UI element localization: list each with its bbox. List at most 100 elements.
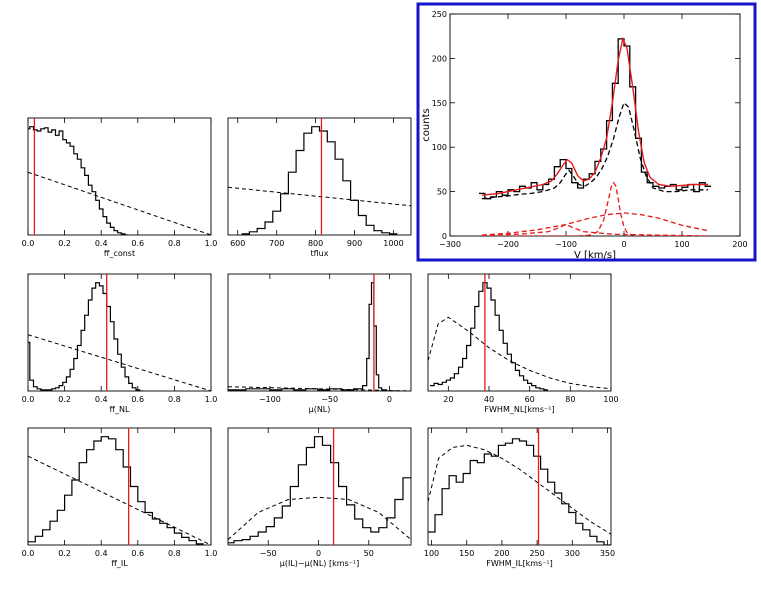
prior-dashed-line <box>28 171 211 235</box>
axes-frame <box>427 427 612 546</box>
posterior-histogram <box>28 436 204 545</box>
x-tick-label: 20 <box>443 395 453 404</box>
axes-frame <box>427 273 612 392</box>
panel-1: 600 700 800 900 1000 tflux <box>227 117 412 258</box>
prior-dashed-line <box>228 496 411 540</box>
x-tick-label: 0.0 <box>22 239 35 248</box>
highlight-frame <box>416 2 757 262</box>
axes-frame <box>227 117 412 236</box>
panel-7: 100 150 200 250 300 350 FWHM_IL[kms⁻¹] <box>424 427 615 568</box>
x-tick-label: 0.6 <box>131 549 144 558</box>
series-intermediate-component <box>481 212 709 236</box>
series-broad-component <box>481 101 709 200</box>
x-tick-label: 1.0 <box>205 549 218 558</box>
x-axis-label: FWHM_NL[kms⁻¹] <box>484 405 554 414</box>
posterior-histogram <box>28 126 129 235</box>
x-axis-label: μ(IL)−μ(NL) [kms⁻¹] <box>280 559 359 568</box>
plot-area <box>28 274 211 391</box>
x-tick-label: 0.6 <box>131 239 144 248</box>
x-axis-label: tflux <box>311 249 329 258</box>
prior-dashed-line <box>428 444 611 535</box>
x-tick-label: 0 <box>387 395 392 404</box>
x-tick-label: 0.8 <box>168 395 181 404</box>
x-tick-label: −50 <box>260 549 277 558</box>
plot-area <box>228 118 411 235</box>
plot-area <box>28 428 211 545</box>
x-tick-label: 150 <box>459 549 474 558</box>
posterior-histogram <box>228 282 396 391</box>
series-narrow-component <box>481 181 709 236</box>
x-tick-label: 100 <box>603 395 618 404</box>
series-fit <box>481 36 709 196</box>
x-axis-label: V [km/s] <box>574 250 616 261</box>
posterior-histogram <box>228 436 411 544</box>
x-tick-label: 300 <box>565 549 580 558</box>
x-tick-label: 0.4 <box>95 239 108 248</box>
plot-area <box>28 118 211 235</box>
prior-dashed-line <box>228 386 411 391</box>
prior-dashed-line <box>28 455 211 545</box>
x-tick-label: 0.2 <box>58 239 71 248</box>
x-tick-label: 700 <box>269 239 284 248</box>
x-tick-label: 0 <box>621 240 626 249</box>
panel-6: −50 0 50 μ(IL)−μ(NL) [kms⁻¹] <box>227 427 412 568</box>
x-tick-label: 0.0 <box>22 549 35 558</box>
axes-frame <box>27 273 212 392</box>
x-axis-label: ff_const <box>104 249 135 258</box>
y-tick-label: 100 <box>432 143 447 152</box>
x-tick-label: 60 <box>525 395 535 404</box>
y-tick-label: 250 <box>432 10 447 19</box>
plot-area <box>479 36 711 236</box>
x-tick-label: −200 <box>497 240 519 249</box>
axes-frame <box>27 427 212 546</box>
x-axis-label: FWHM_IL[kms⁻¹] <box>486 559 553 568</box>
series-weak-component <box>481 223 709 236</box>
x-axis-label: μ(NL) <box>309 405 331 414</box>
series-data <box>479 38 711 200</box>
y-tick-label: 0 <box>442 232 447 241</box>
x-tick-label: −100 <box>259 395 281 404</box>
x-tick-label: 1000 <box>383 239 403 248</box>
x-tick-label: 1.0 <box>205 239 218 248</box>
plot-area <box>228 428 411 545</box>
prior-dashed-line <box>428 316 611 390</box>
x-axis-label: ff_IL <box>111 559 128 568</box>
axes-frame <box>227 427 412 546</box>
plot-area <box>428 428 611 545</box>
x-tick-label: 200 <box>494 549 509 558</box>
x-tick-label: 0.2 <box>58 395 71 404</box>
axes-frame <box>449 13 741 237</box>
x-tick-label: 600 <box>230 239 245 248</box>
y-tick-label: 50 <box>437 188 447 197</box>
x-tick-label: 800 <box>308 239 323 248</box>
x-tick-label: 0 <box>316 549 321 558</box>
y-tick-label: 150 <box>432 99 447 108</box>
x-tick-label: 200 <box>732 240 747 249</box>
x-tick-label: 50 <box>364 549 374 558</box>
x-tick-label: 1.0 <box>205 395 218 404</box>
y-axis-label: counts <box>421 108 432 141</box>
x-tick-label: 40 <box>484 395 494 404</box>
x-tick-label: 350 <box>600 549 615 558</box>
panel-0: 0.0 0.2 0.4 0.6 0.8 1.0 ff_const <box>22 117 218 258</box>
posterior-histogram <box>241 126 398 235</box>
prior-dashed-line <box>28 334 211 391</box>
panel-2: 0.0 0.2 0.4 0.6 0.8 1.0 ff_NL <box>22 273 218 414</box>
axes-frame <box>227 273 412 392</box>
x-tick-label: 100 <box>424 549 439 558</box>
x-tick-label: 900 <box>347 239 362 248</box>
y-tick-label: 200 <box>432 54 447 63</box>
plot-area <box>228 274 411 391</box>
x-axis-label: ff_NL <box>110 405 130 414</box>
x-tick-label: 100 <box>674 240 689 249</box>
panel-4: 20 40 60 80 100 FWHM_NL[kms⁻¹] <box>427 273 619 414</box>
x-tick-label: −300 <box>439 240 461 249</box>
x-tick-label: 250 <box>529 549 544 558</box>
x-tick-label: 0.4 <box>95 549 108 558</box>
x-tick-label: 0.8 <box>168 549 181 558</box>
x-tick-label: 0.6 <box>131 395 144 404</box>
x-tick-label: −100 <box>555 240 577 249</box>
x-tick-label: 0.4 <box>95 395 108 404</box>
plot-area <box>428 274 611 391</box>
